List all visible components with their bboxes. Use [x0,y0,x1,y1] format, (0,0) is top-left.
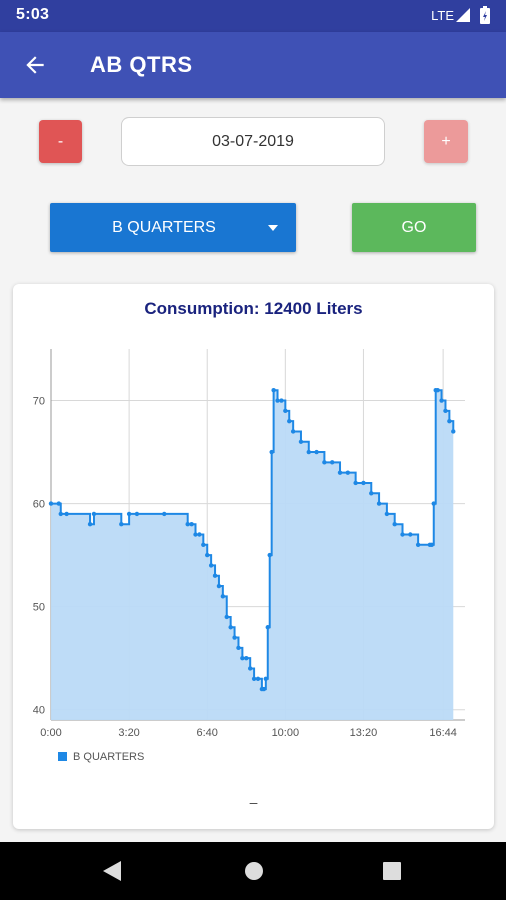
data-point [58,511,63,517]
data-point [56,501,62,506]
x-tick-label: 6:40 [197,727,218,739]
x-tick-label: 16:44 [429,727,457,739]
data-point [431,501,436,506]
data-point [451,429,456,434]
data-point [271,388,276,393]
data-point [361,480,366,486]
data-point [314,449,319,455]
data-point [228,625,233,630]
data-point [91,511,97,517]
data-point [232,635,237,640]
next-date-button[interactable]: + [424,120,468,163]
data-point [330,460,335,465]
system-nav-bar [0,842,506,900]
data-point [162,511,167,517]
data-point [126,511,132,517]
data-point [306,449,311,455]
nav-home-icon[interactable] [244,861,264,881]
data-point [400,532,405,537]
y-tick-label: 40 [33,705,45,717]
status-time: 5:03 [16,6,50,23]
data-point [220,594,226,599]
data-point [205,552,210,558]
data-point [435,388,440,393]
nav-back-icon[interactable] [103,861,121,881]
y-tick-label: 60 [33,499,45,511]
back-arrow-icon[interactable] [22,52,48,78]
data-point [279,398,284,403]
data-point [298,439,304,444]
dropdown-selected-value: B QUARTERS [112,219,216,236]
page-title: AB QTRS [90,52,193,77]
data-point [443,408,448,414]
data-point [384,511,390,517]
x-tick-label: 10:00 [272,727,300,739]
chart-card: Consumption: 12400 Liters 0:00 3:20 6:40 10… [13,284,494,829]
data-point [236,645,241,651]
data-point [345,470,351,475]
signal-icon [456,8,470,22]
chevron-down-icon [268,225,278,231]
data-point [290,429,296,434]
network-type: LTE [431,8,454,23]
chart-footer-dash: – [249,794,258,810]
consumption-chart: 0:00 3:20 6:40 10:00 13:20 16:44 40 50 60 70 B QUA… [33,349,465,763]
data-point [269,449,274,455]
data-point [353,480,358,486]
data-point [263,676,269,681]
data-point [261,686,267,692]
nav-recent-apps-icon[interactable] [383,862,401,880]
data-point [119,521,124,527]
data-point [429,542,435,548]
data-point [337,470,343,475]
data-point [134,511,140,517]
status-bar: 5:03 LTE [0,0,506,32]
app-bar: AB QTRS [0,32,506,98]
data-point [322,460,327,465]
data-point [87,521,93,527]
data-point [439,398,444,403]
data-point [369,491,374,496]
data-point [376,501,382,506]
chart-title: Consumption: 12400 Liters [144,299,363,318]
data-point [216,583,222,589]
battery-icon [480,6,490,24]
data-point [265,625,270,630]
data-point [275,398,280,403]
data-point [392,521,397,527]
data-point [185,521,190,527]
data-point [48,501,54,506]
data-point [283,408,288,414]
data-point [447,418,452,424]
data-point [267,552,272,558]
data-point [64,511,69,517]
data-point [193,532,198,537]
data-point [287,418,292,424]
x-tick-label: 0:00 [40,727,61,739]
data-point [255,676,261,681]
y-tick-label: 70 [33,396,45,408]
x-tick-label: 13:20 [350,727,378,739]
y-tick-label: 50 [33,602,45,614]
x-tick-label: 3:20 [118,727,139,739]
data-point [240,655,245,661]
data-point [208,563,214,568]
data-point [212,573,218,578]
previous-date-button[interactable]: - [39,120,82,163]
data-point [197,532,202,537]
data-point [189,521,194,527]
go-button[interactable]: GO [352,203,476,252]
quarters-dropdown[interactable]: B QUARTERS [50,203,296,252]
data-point [201,542,206,548]
data-point [251,676,257,681]
data-point [224,614,229,620]
data-point [408,532,413,537]
series-area [51,390,454,720]
data-point [415,542,421,548]
legend-label: B QUARTERS [73,751,144,763]
date-field[interactable]: 03-07-2019 [121,117,385,166]
legend-swatch [58,752,67,761]
data-point [244,655,249,661]
data-point [247,666,253,671]
